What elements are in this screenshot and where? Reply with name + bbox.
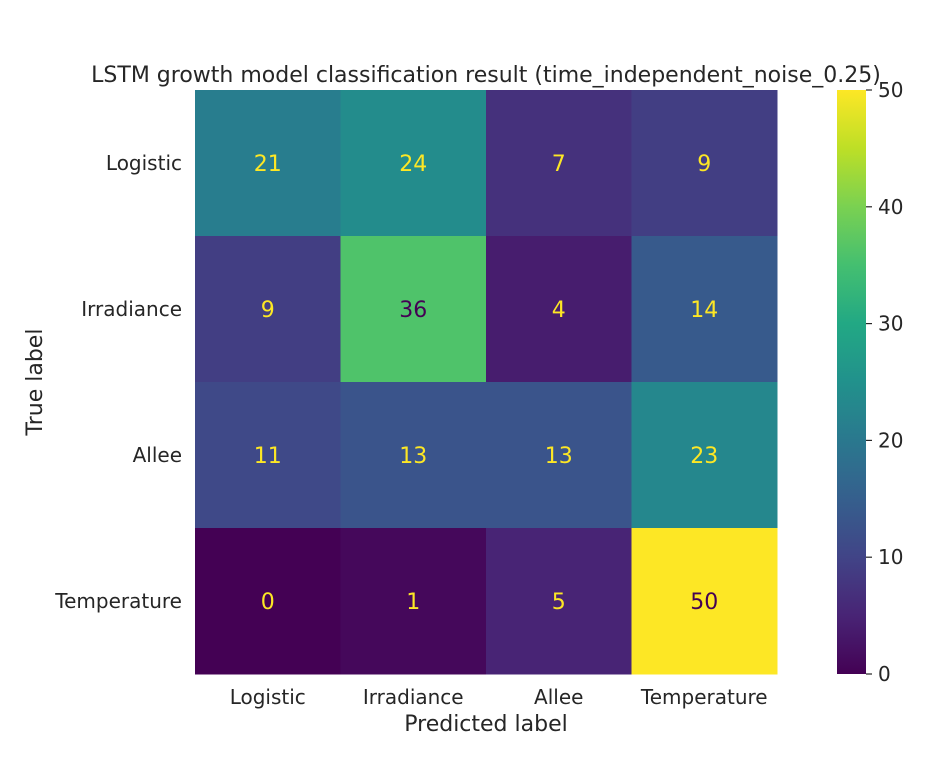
colorbar-tick-label: 20 — [878, 428, 903, 452]
cell-value-label: 14 — [690, 298, 718, 323]
heatmap-cell — [195, 236, 341, 383]
colorbar-ticks: 0 10 20 30 40 50 — [866, 78, 903, 686]
y-axis-label: True label — [23, 329, 48, 437]
cell-value-label: 50 — [690, 590, 718, 615]
chart-title: LSTM growth model classification result … — [91, 63, 881, 88]
cell-value-label: 11 — [254, 444, 282, 469]
y-tick-label: Temperature — [54, 589, 182, 613]
heatmap-cell — [195, 382, 341, 529]
colorbar — [837, 90, 866, 674]
cell-value-label: 13 — [399, 444, 427, 469]
cell-value-label: 9 — [261, 298, 275, 323]
heatmap-cell — [631, 236, 778, 383]
heatmap-cell — [340, 382, 487, 529]
heatmap-cell — [340, 528, 487, 675]
colorbar-tick-label: 50 — [878, 78, 903, 102]
y-tick-label: Logistic — [106, 151, 182, 175]
cell-value-label: 9 — [697, 152, 711, 177]
heatmap-cells — [195, 90, 778, 675]
cell-value-label: 13 — [545, 444, 573, 469]
heatmap-cell — [631, 90, 778, 237]
heatmap-cell — [631, 382, 778, 529]
colorbar-tick-label: 10 — [878, 545, 903, 569]
cell-value-label: 5 — [552, 590, 566, 615]
heatmap-cell — [486, 236, 632, 383]
heatmap-cell-labels: 21 24 7 9 9 36 4 14 11 13 13 23 0 1 5 50 — [254, 152, 719, 615]
y-axis-tick-labels: Logistic Irradiance Allee Temperature — [54, 151, 182, 613]
heatmap-cell — [486, 528, 632, 675]
cell-value-label: 7 — [552, 152, 566, 177]
heatmap-cell — [486, 382, 632, 529]
cell-value-label: 23 — [690, 444, 718, 469]
x-axis-label: Predicted label — [404, 712, 567, 737]
cell-value-label: 1 — [406, 590, 420, 615]
colorbar-tick-label: 40 — [878, 195, 903, 219]
cell-value-label: 36 — [399, 298, 427, 323]
x-tick-label: Irradiance — [363, 685, 464, 709]
colorbar-tick-label: 30 — [878, 312, 903, 336]
y-tick-label: Irradiance — [81, 297, 182, 321]
cell-value-label: 21 — [254, 152, 282, 177]
colorbar-tick-label: 0 — [878, 662, 891, 686]
heatmap-cell — [486, 90, 632, 237]
x-tick-label: Temperature — [640, 685, 768, 709]
heatmap-cell — [195, 528, 341, 675]
cell-value-label: 24 — [399, 152, 427, 177]
heatmap-cell — [195, 90, 341, 237]
heatmap-cell — [340, 236, 487, 383]
cell-value-label: 4 — [552, 298, 566, 323]
cell-value-label: 0 — [261, 590, 275, 615]
x-axis-tick-labels: Logistic Irradiance Allee Temperature — [230, 685, 768, 709]
x-tick-label: Logistic — [230, 685, 306, 709]
x-tick-label: Allee — [534, 685, 583, 709]
heatmap-cell — [340, 90, 487, 237]
heatmap-cell — [631, 528, 778, 675]
y-tick-label: Allee — [133, 443, 182, 467]
